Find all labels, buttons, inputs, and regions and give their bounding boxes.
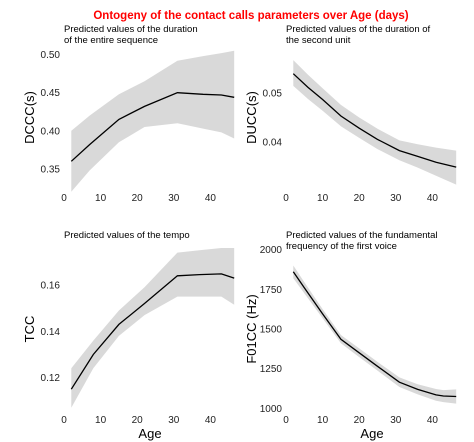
y-tick-label: 0.35: [41, 164, 61, 175]
predicted-line: [70, 92, 235, 162]
x-tick-label: 20: [354, 193, 366, 204]
y-tick-label: 0.14: [41, 327, 61, 338]
x-tick-label: 30: [168, 193, 180, 204]
y-tick-label: 0.16: [41, 281, 61, 292]
y-tick-label: 0.45: [41, 88, 61, 99]
predicted-line: [292, 73, 457, 168]
x-tick-label: 20: [132, 415, 144, 426]
x-tick-label: 30: [390, 193, 402, 204]
panel-subtitle-line: Predicted values of the duration of: [286, 24, 431, 35]
x-tick-label: 30: [168, 415, 180, 426]
x-tick-label: 10: [95, 415, 107, 426]
y-tick-label: 1000: [260, 404, 283, 415]
panel-tcc: Predicted values of the tempo 0 10 20 30 40 0.…: [22, 230, 235, 441]
x-tick-label: 10: [317, 193, 329, 204]
y-tick-label: 1500: [260, 325, 283, 336]
y-axis-label: F01CC (Hz): [244, 294, 259, 363]
y-tick-label: 0.40: [41, 126, 61, 137]
x-tick-label: 0: [61, 415, 67, 426]
y-tick-label: 0.05: [263, 89, 283, 100]
y-tick-label: 2000: [260, 245, 283, 256]
confidence-band: [293, 60, 457, 185]
y-axis-label: DUCC(s): [244, 91, 259, 144]
y-axis-label: TCC: [22, 316, 37, 343]
x-tick-label: 0: [283, 415, 289, 426]
x-tick-label: 10: [317, 415, 329, 426]
x-tick-label: 40: [427, 415, 439, 426]
x-tick-label: 0: [61, 193, 67, 204]
x-tick-label: 10: [95, 193, 107, 204]
panel-subtitle-line: the second unit: [286, 35, 351, 46]
y-tick-label: 0.04: [263, 137, 283, 148]
x-tick-label: 40: [205, 415, 217, 426]
confidence-band: [293, 265, 457, 404]
x-tick-label: 40: [427, 193, 439, 204]
y-tick-label: 0.12: [41, 373, 61, 384]
x-tick-label: 30: [390, 415, 402, 426]
panel-subtitle-line: Predicted values of the duration: [64, 24, 198, 35]
y-axis-label: DCCC(s): [22, 91, 37, 144]
y-tick-label: 0.50: [41, 50, 61, 61]
confidence-band: [71, 50, 235, 192]
panel-subtitle-line: frequency of the first voice: [286, 241, 397, 252]
panel-subtitle-line: Predicted values of the fundamental: [286, 230, 438, 241]
x-axis-label: Age: [138, 426, 161, 441]
y-tick-label: 1250: [260, 364, 283, 375]
predicted-line: [70, 273, 235, 390]
figure-title: Ontogeny of the contact calls parameters…: [93, 10, 408, 22]
panel-subtitle-line: of the entire sequence: [64, 35, 158, 46]
x-tick-label: 40: [205, 193, 217, 204]
panel-subtitle-line: Predicted values of the tempo: [64, 230, 190, 241]
x-tick-label: 20: [132, 193, 144, 204]
x-tick-label: 0: [283, 193, 289, 204]
x-axis-label: Age: [360, 426, 383, 441]
predicted-line: [292, 271, 457, 398]
y-tick-label: 1750: [260, 285, 283, 296]
panel-f01cc: Predicted values of the fundamentalfrequ…: [244, 230, 457, 441]
x-tick-label: 20: [354, 415, 366, 426]
confidence-band: [71, 248, 235, 408]
